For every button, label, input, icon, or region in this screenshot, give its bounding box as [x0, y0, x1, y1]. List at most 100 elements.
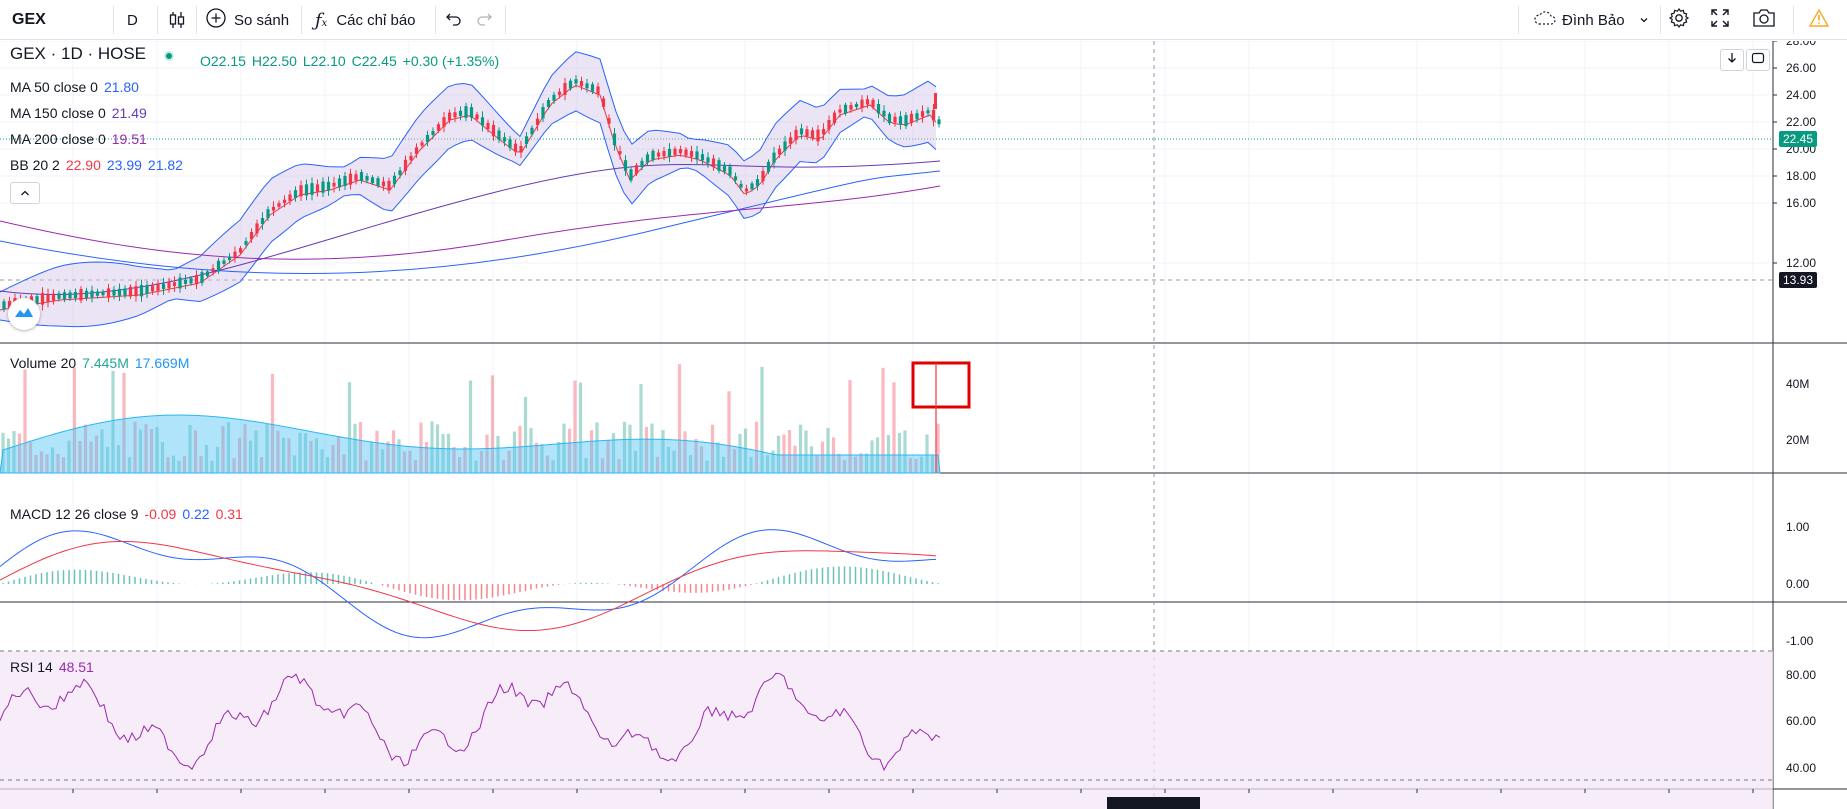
- candle-body: [101, 291, 105, 296]
- ma50-legend[interactable]: MA 50 close 0 21.80: [10, 79, 139, 95]
- macd-legend[interactable]: MACD 12 26 close 9 -0.09 0.22 0.31: [10, 506, 243, 522]
- ma200-legend[interactable]: MA 200 close 0 19.51: [10, 131, 147, 147]
- candle-body: [304, 184, 309, 196]
- volume-bar: [936, 423, 940, 473]
- fullscreen-button[interactable]: [1709, 0, 1731, 40]
- volume-bar: [292, 455, 297, 473]
- candle-body: [623, 160, 628, 171]
- ma150-legend[interactable]: MA 150 close 0 21.49: [10, 105, 147, 121]
- tradingview-logo[interactable]: [8, 298, 40, 330]
- volume-bar: [881, 367, 885, 473]
- candle-body: [68, 292, 72, 299]
- compare-button[interactable]: So sánh: [205, 0, 289, 40]
- volume-bar: [490, 375, 495, 473]
- macd-name: MACD 12 26 close 9: [10, 506, 139, 522]
- candle-body: [172, 282, 177, 287]
- candle-body: [684, 149, 688, 156]
- volume-bar: [248, 440, 253, 473]
- candle-body: [293, 190, 298, 198]
- candle-body: [321, 181, 325, 193]
- ma150-name: MA 150 close 0: [10, 105, 106, 121]
- volume-bar: [787, 430, 792, 473]
- candle-body: [183, 279, 188, 284]
- rsi-legend[interactable]: RSI 14 48.51: [10, 659, 94, 675]
- candle-body: [370, 177, 375, 184]
- volume-bar: [749, 456, 753, 473]
- candle-body: [7, 300, 12, 308]
- candle-body: [887, 113, 892, 124]
- candle-body: [673, 148, 677, 155]
- volume-bar: [259, 457, 264, 473]
- candle-body: [838, 109, 842, 113]
- volume-bar: [23, 369, 27, 473]
- macd-tick-label: -1.00: [1786, 634, 1814, 648]
- candle-body: [343, 175, 347, 187]
- candle-body: [211, 268, 215, 272]
- pane-move-down-button[interactable]: [1720, 49, 1744, 71]
- high-value: H22.50: [251, 53, 297, 69]
- candle-body: [310, 183, 314, 195]
- candle-body: [695, 151, 699, 160]
- candle-body: [541, 107, 545, 119]
- candle-body: [689, 150, 694, 157]
- candle-body: [79, 289, 83, 301]
- market-status-dot: [163, 49, 174, 61]
- candle-body: [491, 124, 496, 137]
- candle-body: [150, 285, 155, 292]
- candle-body: [876, 103, 881, 114]
- chart-canvas[interactable]: 28.0026.0024.0022.0020.0018.0016.0012.00…: [0, 41, 1847, 809]
- volume-bar: [12, 430, 16, 473]
- volume-bar: [710, 424, 715, 473]
- collapse-legend-button[interactable]: [10, 182, 40, 204]
- redo-button[interactable]: [474, 0, 494, 40]
- volume-bar: [221, 426, 225, 473]
- macd-signal-line: [0, 540, 937, 632]
- volume-bar: [584, 458, 588, 473]
- volume-bar: [919, 456, 924, 473]
- volume-bar: [705, 460, 709, 473]
- volume-bar: [232, 458, 236, 473]
- volume-tick-label: 40M: [1786, 377, 1809, 391]
- candle-body: [799, 128, 804, 135]
- candle-body: [524, 136, 529, 145]
- volume-bar: [727, 391, 731, 473]
- volume-bar: [930, 455, 935, 473]
- candle-body: [568, 80, 573, 89]
- volume-value: 7.445M: [82, 355, 129, 371]
- volume-legend[interactable]: Volume 20 7.445M 17.669M: [10, 355, 189, 371]
- symbol-title[interactable]: GEX · 1D · HOSE: [10, 44, 147, 63]
- warning-button[interactable]: [1808, 0, 1830, 40]
- screenshot-button[interactable]: [1751, 0, 1777, 40]
- bb-legend[interactable]: BB 20 2 22.90 23.99 21.82: [10, 157, 183, 173]
- symbol-search-button[interactable]: GEX: [12, 11, 46, 28]
- settings-button[interactable]: [1667, 0, 1691, 40]
- layout-template-button[interactable]: Đình Bảo: [1532, 0, 1649, 40]
- candle-body: [711, 158, 716, 168]
- candle-body: [139, 285, 144, 297]
- volume-bar: [441, 434, 445, 473]
- ma50-line: [0, 170, 941, 274]
- candle-body: [530, 127, 534, 135]
- volume-bar: [122, 372, 126, 473]
- price-tick-label: 16.00: [1786, 196, 1816, 210]
- chart-type-button[interactable]: [166, 0, 188, 40]
- volume-bar: [864, 453, 869, 473]
- candle-body: [667, 148, 672, 157]
- volume-name: Volume 20: [10, 355, 77, 371]
- undo-button[interactable]: [444, 0, 464, 40]
- candle-body: [288, 194, 292, 201]
- candle-body: [596, 86, 600, 94]
- volume-bar: [556, 441, 561, 473]
- volume-bar: [606, 440, 610, 473]
- toolbar-divider: [196, 6, 197, 34]
- interval-button[interactable]: D: [127, 11, 138, 29]
- volume-bar: [369, 442, 374, 473]
- pane-maximize-button[interactable]: [1746, 49, 1770, 71]
- chart-area[interactable]: 28.00 26.00 24.00 22.00 20.00 18.00 16.00 12.00…: [0, 41, 1847, 809]
- indicators-button[interactable]: ƒx Các chỉ báo: [315, 0, 416, 40]
- candle-body: [398, 170, 402, 175]
- candle-body: [937, 119, 941, 125]
- macd-signal-value: 0.31: [215, 506, 243, 522]
- volume-bar: [694, 439, 698, 473]
- volume-bar: [826, 427, 830, 473]
